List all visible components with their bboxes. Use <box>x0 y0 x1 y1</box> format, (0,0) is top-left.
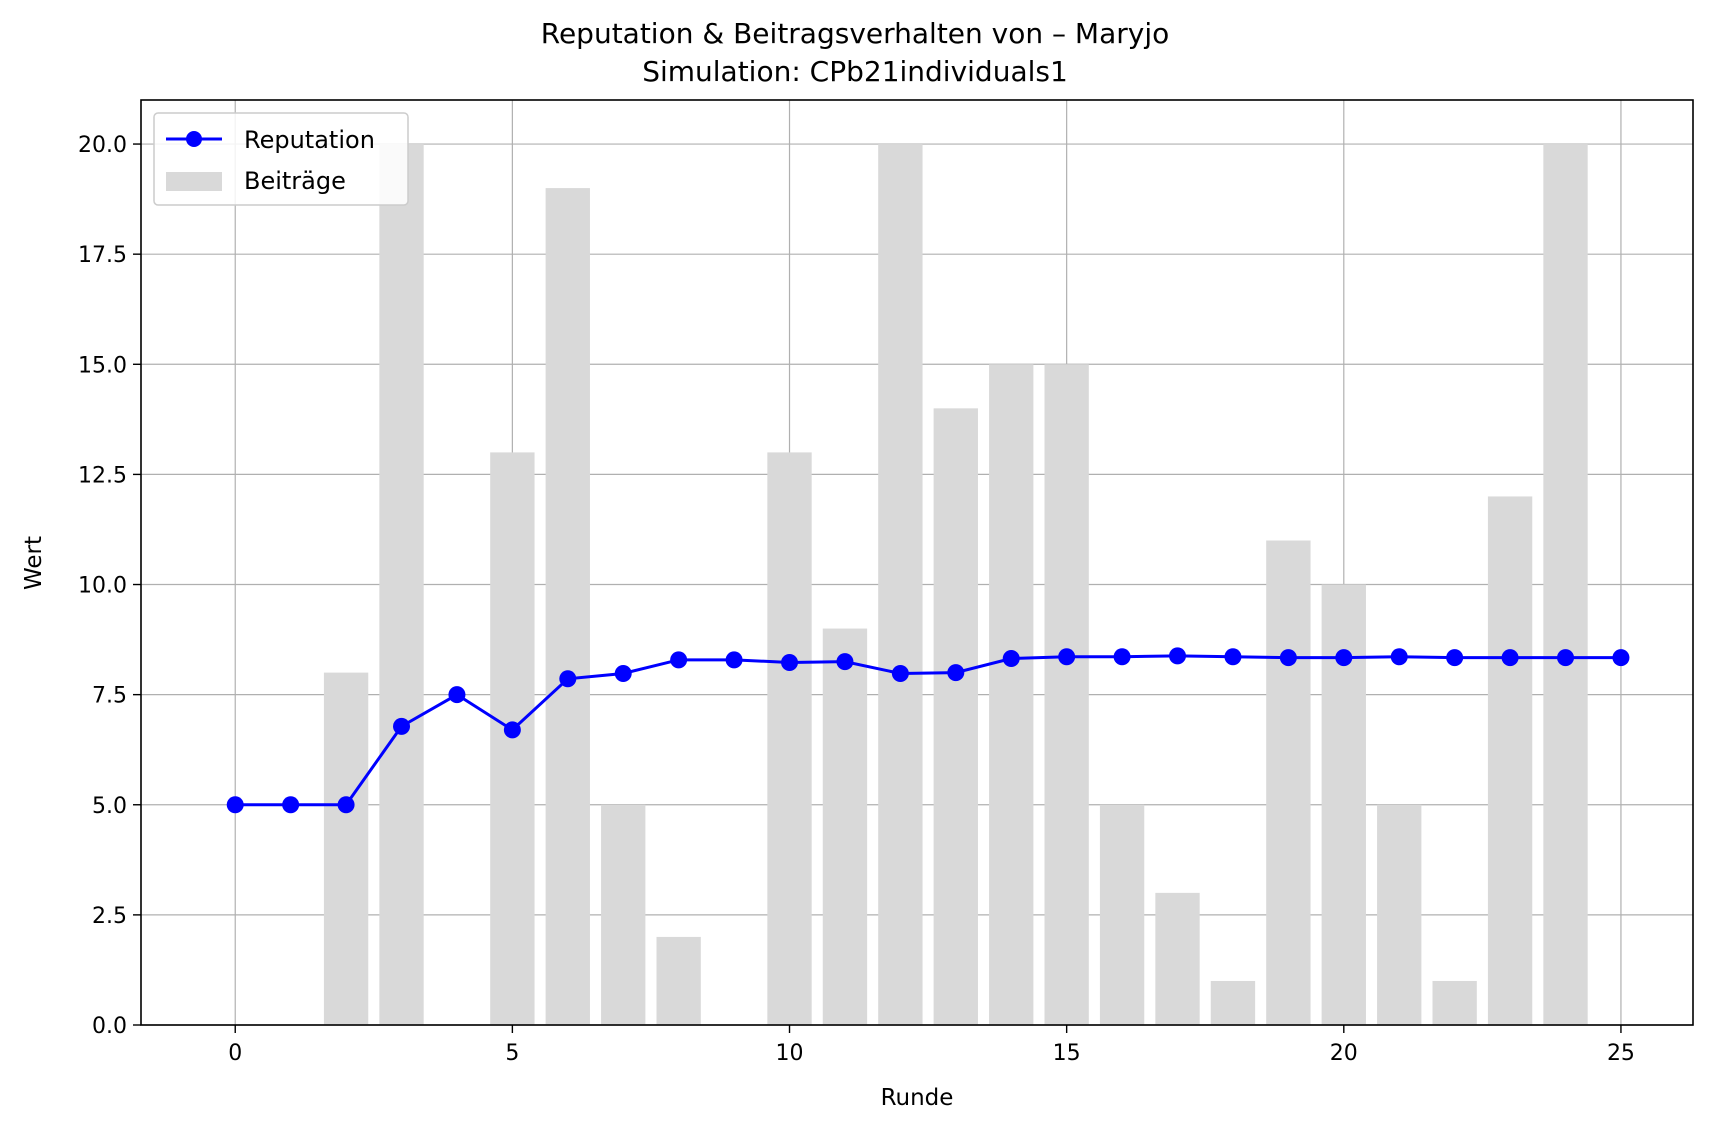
reputation-point <box>1113 648 1131 666</box>
reputation-point <box>559 670 577 688</box>
y-tick-label: 2.5 <box>92 904 127 929</box>
bar <box>323 672 369 1025</box>
reputation-point <box>1612 649 1630 667</box>
bar <box>822 628 868 1025</box>
legend-bar-swatch <box>166 172 222 191</box>
reputation-point <box>891 665 909 682</box>
bar <box>379 144 424 1026</box>
reputation-point <box>282 796 300 814</box>
y-tick-label: 17.5 <box>78 243 127 268</box>
y-tick-label: 12.5 <box>78 463 127 488</box>
line-series <box>226 647 1630 814</box>
y-tick-label: 15.0 <box>78 353 127 378</box>
reputation-point <box>947 664 965 682</box>
reputation-point <box>448 686 466 704</box>
reputation-point <box>503 721 521 739</box>
x-tick-label: 0 <box>228 1041 242 1066</box>
bar <box>1377 804 1422 1025</box>
reputation-point <box>1002 650 1020 668</box>
reputation-point <box>1335 649 1353 667</box>
reputation-line <box>235 654 1621 807</box>
bar <box>1266 540 1311 1025</box>
bar <box>1044 364 1089 1025</box>
x-tick-label: 10 <box>776 1041 804 1066</box>
bar <box>545 188 590 1026</box>
reputation-point <box>1390 648 1408 666</box>
bar <box>1155 892 1200 1025</box>
reputation-point <box>1169 647 1187 665</box>
y-tick-label: 10.0 <box>78 574 127 599</box>
legend-label-reputation: Reputation <box>244 126 375 154</box>
legend: Reputation Beiträge <box>153 112 409 206</box>
bar-series <box>323 144 1588 1026</box>
y-tick-label: 0.0 <box>92 1014 127 1039</box>
bar <box>989 364 1034 1025</box>
bar <box>1543 144 1588 1026</box>
x-tick-label: 15 <box>1053 1041 1081 1066</box>
chart-title: Reputation & Beitragsverhalten von – Mar… <box>541 17 1169 50</box>
x-axis-ticks: 0 5 10 15 20 25 <box>228 1025 1635 1066</box>
reputation-point <box>1557 649 1575 667</box>
y-tick-label: 7.5 <box>92 684 127 709</box>
reputation-point <box>1279 649 1297 667</box>
reputation-point <box>226 796 244 814</box>
bar <box>1210 980 1256 1025</box>
legend-marker-swatch <box>186 131 202 147</box>
bar <box>1487 496 1533 1025</box>
reputation-point <box>781 653 799 671</box>
reputation-point <box>725 651 743 669</box>
reputation-point <box>1224 648 1242 666</box>
plot-frame <box>140 99 1694 1026</box>
bar <box>1432 980 1477 1025</box>
y-tick-label: 5.0 <box>92 794 127 819</box>
bar <box>601 804 646 1025</box>
legend-label-beitraege: Beiträge <box>244 167 346 195</box>
y-tick-label: 20.0 <box>78 133 127 158</box>
bar <box>656 936 701 1025</box>
chart-subtitle: Simulation: CPb21individuals1 <box>642 55 1068 88</box>
reputation-point <box>1446 649 1464 667</box>
reputation-point <box>836 653 854 671</box>
reputation-point <box>1058 648 1076 666</box>
reputation-point <box>337 796 355 814</box>
x-tick-label: 5 <box>505 1041 519 1066</box>
bar <box>1099 804 1145 1025</box>
y-axis-label: Wert <box>21 536 47 590</box>
bar <box>490 452 535 1025</box>
x-axis-label: Runde <box>881 1085 954 1111</box>
bar <box>767 452 812 1025</box>
y-axis-ticks: 0.0 2.5 5.0 7.5 10.0 12.5 15.0 17.5 20.0 <box>78 133 141 1039</box>
reputation-point <box>614 665 632 682</box>
reputation-point <box>1501 649 1519 667</box>
bar <box>933 408 978 1025</box>
bar <box>878 144 923 1026</box>
x-tick-label: 20 <box>1330 1041 1358 1066</box>
reputation-point <box>393 717 411 735</box>
x-tick-label: 25 <box>1607 1041 1635 1066</box>
reputation-point <box>670 651 688 669</box>
